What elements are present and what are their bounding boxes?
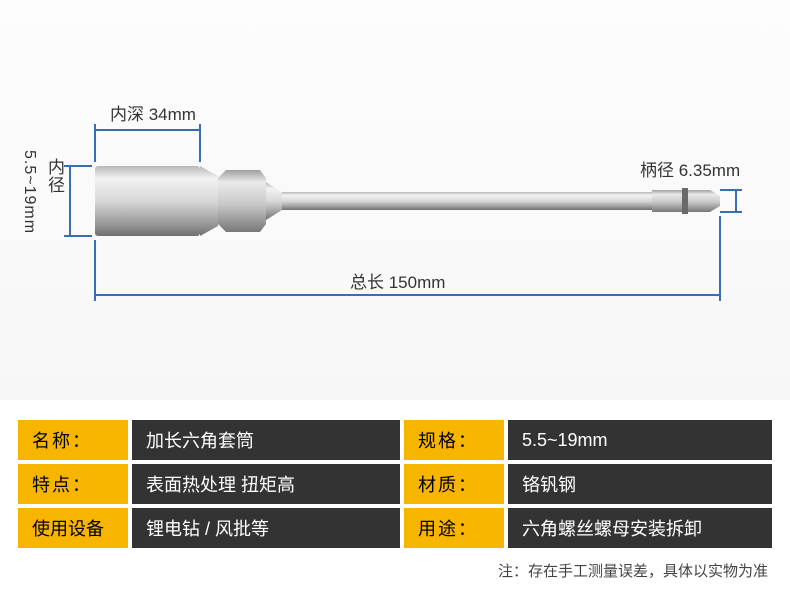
label-name: 名称： [18, 420, 128, 460]
diameter-prefix: 内径 [42, 158, 67, 194]
label-size: 规格： [404, 420, 504, 460]
diameter-range: 5.5~19mm [20, 150, 38, 234]
value-size: 5.5~19mm [508, 420, 772, 460]
value-feature: 表面热处理 扭矩高 [132, 464, 400, 504]
value-usage: 六角螺丝螺母安装拆卸 [508, 508, 772, 548]
spec-row-3: 使用设备 锂电钻 / 风批等 用途： 六角螺丝螺母安装拆卸 [18, 508, 772, 548]
value-equipment: 锂电钻 / 风批等 [132, 508, 400, 548]
total-length-label: 总长 150mm [350, 268, 445, 293]
dimension-diagram: 内深 34mm 内径 5.5~19mm 柄径 6.35mm 总长 150mm [0, 0, 790, 400]
spec-row-1: 名称： 加长六角套筒 规格： 5.5~19mm [18, 420, 772, 460]
diagram-svg [0, 0, 790, 400]
depth-label: 内深 34mm [110, 100, 196, 125]
footnote: 注：存在手工测量误差，具体以实物为准 [498, 560, 768, 581]
label-material: 材质： [404, 464, 504, 504]
label-usage: 用途： [404, 508, 504, 548]
spec-row-2: 特点： 表面热处理 扭矩高 材质： 铬钒钢 [18, 464, 772, 504]
shank-label: 柄径 6.35mm [640, 156, 740, 181]
label-equipment: 使用设备 [18, 508, 128, 548]
value-name: 加长六角套筒 [132, 420, 400, 460]
value-material: 铬钒钢 [508, 464, 772, 504]
label-feature: 特点： [18, 464, 128, 504]
spec-table: 名称： 加长六角套筒 规格： 5.5~19mm 特点： 表面热处理 扭矩高 材质… [18, 420, 772, 552]
